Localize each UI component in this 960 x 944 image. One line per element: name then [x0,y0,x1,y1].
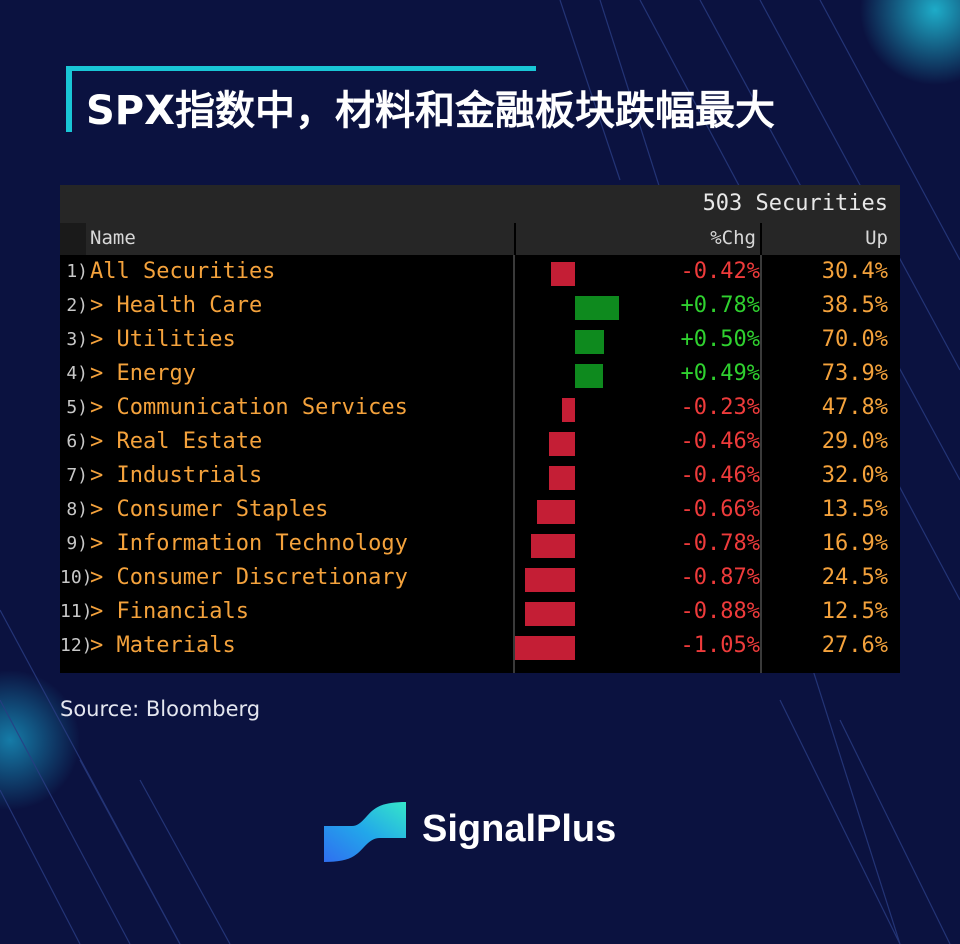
chg-value: -0.66% [680,497,760,522]
row-number: 4) [66,363,88,384]
sector-label: > Materials [90,633,236,658]
table-row[interactable]: 12) > Materials -1.05% 27.6% [60,631,900,665]
sector-label: > Real Estate [90,429,263,454]
logo-text: SignalPlus [422,808,617,850]
title-block: SPX指数中，材料和金融板块跌幅最大 [66,66,906,134]
row-number: 11) [60,601,93,622]
row-number: 2) [66,295,88,316]
chg-bar [515,636,575,660]
row-number: 8) [66,499,88,520]
column-divider [760,255,762,673]
signalplus-logo: SignalPlus [322,800,652,864]
chg-value: -0.46% [680,463,760,488]
column-header-up-label: Up [865,227,888,249]
securities-count: 503 Securities [702,191,888,216]
chg-bar [575,364,603,388]
row-number: 12) [60,635,93,656]
chg-bar [530,534,575,558]
row-number: 10) [60,567,93,588]
chg-value: -1.05% [680,633,760,658]
chg-value: -0.78% [680,531,760,556]
bloomberg-table: 503 Securities Name %Chg Up 1) All Securi… [60,185,900,673]
table-row[interactable]: 1) All Securities -0.42% 30.4% [60,257,900,291]
up-value: 30.4% [821,259,888,284]
chg-bar [524,602,575,626]
table-header-top: 503 Securities [60,185,900,223]
signalplus-logo-icon [324,802,406,862]
up-value: 38.5% [821,293,888,318]
chg-bar [561,398,575,422]
sector-label: > Information Technology [90,531,408,556]
chg-value: +0.49% [680,361,760,386]
up-value: 47.8% [821,395,888,420]
column-header-row: Name %Chg Up [60,223,900,255]
table-row[interactable]: 4) > Energy +0.49% 73.9% [60,359,900,393]
up-value: 13.5% [821,497,888,522]
chg-bar [537,500,575,524]
chg-value: +0.78% [680,293,760,318]
chg-value: -0.88% [680,599,760,624]
table-row[interactable]: 3) > Utilities +0.50% 70.0% [60,325,900,359]
row-number: 6) [66,431,88,452]
up-value: 70.0% [821,327,888,352]
table-row[interactable]: 11) > Financials -0.88% 12.5% [60,597,900,631]
row-number: 5) [66,397,88,418]
up-value: 32.0% [821,463,888,488]
table-row[interactable]: 2) > Health Care +0.78% 38.5% [60,291,900,325]
chg-bar [551,262,575,286]
title-accent-bar [66,66,536,71]
sector-label: > Health Care [90,293,263,318]
table-row[interactable]: 7) > Industrials -0.46% 32.0% [60,461,900,495]
row-number: 1) [66,261,88,282]
page-title: SPX指数中，材料和金融板块跌幅最大 [86,88,775,134]
up-value: 12.5% [821,599,888,624]
table-row[interactable]: 9) > Information Technology -0.78% 16.9% [60,529,900,563]
chg-value: -0.46% [680,429,760,454]
column-header-chg[interactable]: %Chg [516,223,760,255]
sector-label: > Utilities [90,327,236,352]
chg-bar [548,466,575,490]
chg-bar [575,296,620,320]
sector-label: > Industrials [90,463,263,488]
up-value: 27.6% [821,633,888,658]
sector-label: > Energy [90,361,196,386]
sector-label: > Consumer Staples [90,497,329,522]
up-value: 24.5% [821,565,888,590]
chg-value: -0.87% [680,565,760,590]
column-header-up[interactable]: Up [762,223,900,255]
chg-value: +0.50% [680,327,760,352]
sector-label: > Financials [90,599,249,624]
table-row[interactable]: 10) > Consumer Discretionary -0.87% 24.5% [60,563,900,597]
row-number: 7) [66,465,88,486]
row-number: 3) [66,329,88,350]
sector-label: > Consumer Discretionary [90,565,408,590]
up-value: 73.9% [821,361,888,386]
up-value: 16.9% [821,531,888,556]
table-row[interactable]: 5) > Communication Services -0.23% 47.8% [60,393,900,427]
chg-value: -0.42% [680,259,760,284]
sector-label: > Communication Services [90,395,408,420]
source-note: Source: Bloomberg [60,697,261,721]
table-row[interactable]: 8) > Consumer Staples -0.66% 13.5% [60,495,900,529]
chg-value: -0.23% [680,395,760,420]
chg-bar [525,568,575,592]
chg-bar [575,330,604,354]
row-number: 9) [66,533,88,554]
column-header-chg-label: %Chg [710,227,756,249]
column-divider [513,255,515,673]
table-row[interactable]: 6) > Real Estate -0.46% 29.0% [60,427,900,461]
chg-bar [548,432,575,456]
title-accent-bar-vertical [66,66,72,132]
column-header-name-label: Name [90,227,136,249]
up-value: 29.0% [821,429,888,454]
sector-label: All Securities [90,259,276,284]
column-header-name[interactable]: Name [60,223,514,255]
